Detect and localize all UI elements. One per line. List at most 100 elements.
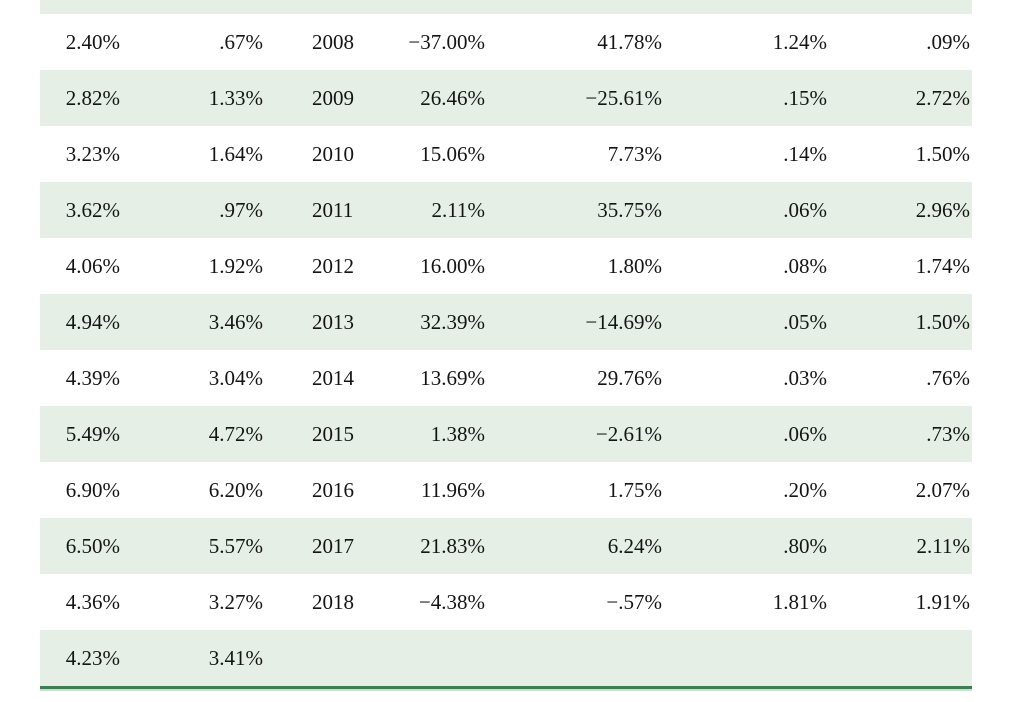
table-row: 4.39% 3.04% 2014 13.69% 29.76% .03% .76% — [40, 350, 972, 406]
table-bottom-rule — [40, 686, 972, 689]
table-cell: −2.61% — [595, 421, 662, 446]
table-cell: .80% — [783, 533, 827, 558]
table-cell: 32.39% — [420, 309, 485, 334]
table-cell: .97% — [219, 197, 263, 222]
table-cell: 1.92% — [208, 253, 263, 278]
table-cell: .14% — [783, 141, 827, 166]
table-cell: 4.39% — [65, 365, 120, 390]
table-cell: 3.23% — [65, 141, 120, 166]
table-cell: 1.50% — [915, 141, 970, 166]
table-cell: 3.46% — [208, 309, 263, 334]
table-bottom-rule-light — [40, 689, 972, 691]
table-cell: 1.80% — [607, 253, 662, 278]
table-cell: 3.27% — [208, 589, 263, 614]
table-cell: 4.94% — [65, 309, 120, 334]
table-cell-year: 2013 — [312, 309, 354, 334]
table-cell: .06% — [783, 197, 827, 222]
table-cell: 6.50% — [65, 533, 120, 558]
table-cell: 5.49% — [65, 421, 120, 446]
table-cell: 2.11% — [431, 197, 485, 222]
table-cell: 13.69% — [420, 365, 485, 390]
table-cell: .09% — [926, 29, 970, 54]
table-cell: 1.24% — [772, 29, 827, 54]
table-cell: 1.74% — [915, 253, 970, 278]
table-cell-year: 2014 — [312, 365, 354, 390]
table-cell: 1.64% — [208, 141, 263, 166]
table-cell: 2.07% — [915, 477, 970, 502]
table-cell-year — [271, 630, 381, 686]
table-row: 4.23% 3.41% — [40, 630, 972, 686]
partial-row-top — [40, 0, 972, 14]
table-cell: 35.75% — [597, 197, 662, 222]
table-cell-year: 2009 — [312, 85, 354, 110]
table-row: 2.40% .67% 2008 −37.00% 41.78% 1.24% .09% — [40, 14, 972, 70]
table-cell: 1.75% — [607, 477, 662, 502]
table-row: 2.82% 1.33% 2009 26.46% −25.61% .15% 2.72% — [40, 70, 972, 126]
table-cell: 5.57% — [208, 533, 263, 558]
table-cell: 11.96% — [421, 477, 485, 502]
table-cell: 3.41% — [208, 645, 263, 670]
table-cell: 1.91% — [915, 589, 970, 614]
table-cell: .03% — [783, 365, 827, 390]
table-cell: .76% — [926, 365, 970, 390]
table-row: 5.49% 4.72% 2015 1.38% −2.61% .06% .73% — [40, 406, 972, 462]
table-row: 4.06% 1.92% 2012 16.00% 1.80% .08% 1.74% — [40, 238, 972, 294]
table-row: 3.23% 1.64% 2010 15.06% 7.73% .14% 1.50% — [40, 126, 972, 182]
table-cell: .20% — [783, 477, 827, 502]
table-cell: 1.50% — [915, 309, 970, 334]
table-cell: 26.46% — [420, 85, 485, 110]
table-cell: 41.78% — [597, 29, 662, 54]
table-cell: .05% — [783, 309, 827, 334]
data-table: 2.40% .67% 2008 −37.00% 41.78% 1.24% .09% 2.82%… — [40, 0, 972, 691]
table-cell-year: 2012 — [312, 253, 354, 278]
table-cell: 2.82% — [65, 85, 120, 110]
table-cell: 29.76% — [597, 365, 662, 390]
table-cell: 4.36% — [65, 589, 120, 614]
table-row: 6.50% 5.57% 2017 21.83% 6.24% .80% 2.11% — [40, 518, 972, 574]
table-cell: 21.83% — [420, 533, 485, 558]
table-cell: 4.06% — [65, 253, 120, 278]
table-cell: .08% — [783, 253, 827, 278]
returns-table: 2.40% .67% 2008 −37.00% 41.78% 1.24% .09% 2.82%… — [40, 14, 972, 686]
table-cell: 6.90% — [65, 477, 120, 502]
table-row: 4.36% 3.27% 2018 −4.38% −.57% 1.81% 1.91% — [40, 574, 972, 630]
table-cell: −14.69% — [585, 309, 662, 334]
table-cell-year: 2015 — [312, 421, 354, 446]
table-cell: .73% — [926, 421, 970, 446]
table-cell: 1.33% — [208, 85, 263, 110]
table-cell — [685, 630, 850, 686]
table-cell: 2.72% — [915, 85, 970, 110]
table-cell: −25.61% — [585, 85, 662, 110]
table-row: 6.90% 6.20% 2016 11.96% 1.75% .20% 2.07% — [40, 462, 972, 518]
table-cell — [381, 630, 508, 686]
table-cell: 2.96% — [915, 197, 970, 222]
table-body: 2.40% .67% 2008 −37.00% 41.78% 1.24% .09% 2.82%… — [40, 14, 972, 686]
table-cell: −4.38% — [418, 589, 485, 614]
table-cell-year: 2011 — [312, 197, 354, 222]
table-cell-year: 2010 — [312, 141, 354, 166]
table-cell: 1.81% — [772, 589, 827, 614]
table-cell: 3.62% — [65, 197, 120, 222]
table-cell-year: 2008 — [312, 29, 354, 54]
table-cell — [508, 630, 685, 686]
table-cell: 1.38% — [430, 421, 485, 446]
table-cell — [850, 630, 972, 686]
table-cell: 2.11% — [916, 533, 970, 558]
table-cell: .67% — [219, 29, 263, 54]
table-cell: .06% — [783, 421, 827, 446]
table-cell: 3.04% — [208, 365, 263, 390]
table-row: 3.62% .97% 2011 2.11% 35.75% .06% 2.96% — [40, 182, 972, 238]
table-cell-year: 2017 — [312, 533, 354, 558]
table-cell: −37.00% — [408, 29, 485, 54]
table-cell: −.57% — [606, 589, 662, 614]
table-cell: 4.72% — [208, 421, 263, 446]
table-cell-year: 2018 — [312, 589, 354, 614]
table-cell: 6.20% — [208, 477, 263, 502]
table-cell: .15% — [783, 85, 827, 110]
table-cell: 16.00% — [420, 253, 485, 278]
table-cell: 15.06% — [420, 141, 485, 166]
table-cell: 2.40% — [65, 29, 120, 54]
table-cell: 7.73% — [607, 141, 662, 166]
table-cell: 6.24% — [607, 533, 662, 558]
table-cell-year: 2016 — [312, 477, 354, 502]
